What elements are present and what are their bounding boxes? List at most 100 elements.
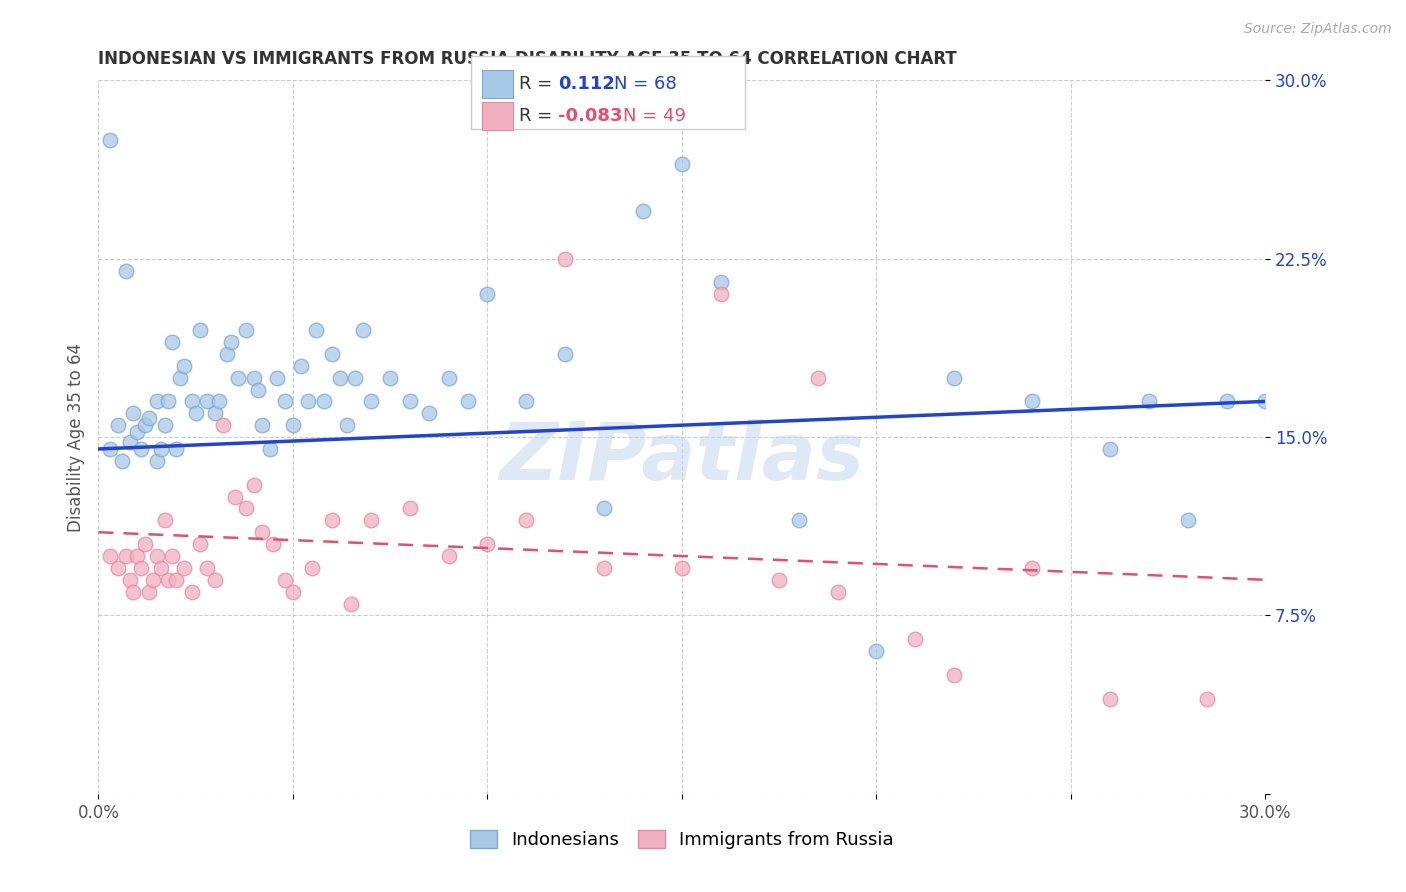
Point xyxy=(281,418,304,433)
Point xyxy=(162,549,184,563)
Point xyxy=(281,584,304,599)
Point xyxy=(710,287,733,301)
Point xyxy=(153,513,176,527)
Point xyxy=(710,276,733,290)
Point xyxy=(162,334,184,349)
Point xyxy=(827,584,849,599)
Point xyxy=(212,418,235,433)
FancyBboxPatch shape xyxy=(482,70,513,98)
Point xyxy=(274,573,297,587)
Point xyxy=(943,370,966,384)
Point xyxy=(671,156,693,170)
Point xyxy=(169,370,191,384)
FancyBboxPatch shape xyxy=(482,102,513,130)
Text: -0.083: -0.083 xyxy=(558,107,623,125)
Point xyxy=(259,442,281,456)
Point xyxy=(290,359,312,373)
Point xyxy=(180,394,202,409)
Point xyxy=(1021,561,1043,575)
Y-axis label: Disability Age 35 to 64: Disability Age 35 to 64 xyxy=(66,343,84,532)
Point xyxy=(142,573,165,587)
FancyBboxPatch shape xyxy=(471,56,745,129)
Point xyxy=(204,406,226,420)
Point xyxy=(149,561,172,575)
Point xyxy=(107,561,129,575)
Point xyxy=(146,549,169,563)
Point xyxy=(631,204,654,219)
Point xyxy=(204,573,226,587)
Point xyxy=(321,513,343,527)
Point xyxy=(195,561,218,575)
Point xyxy=(98,442,121,456)
Point xyxy=(173,561,195,575)
Point xyxy=(554,252,576,266)
Point xyxy=(153,418,176,433)
Point xyxy=(224,490,246,504)
Text: 0.112: 0.112 xyxy=(558,75,614,93)
Point xyxy=(235,323,257,337)
Point xyxy=(219,334,242,349)
Point xyxy=(250,525,273,540)
Point xyxy=(437,370,460,384)
Point xyxy=(305,323,328,337)
Point xyxy=(146,454,169,468)
Point xyxy=(1177,513,1199,527)
Point xyxy=(360,513,382,527)
Point xyxy=(943,668,966,682)
Point xyxy=(865,644,887,658)
Point xyxy=(321,347,343,361)
Point xyxy=(352,323,374,337)
Text: R =: R = xyxy=(519,107,553,125)
Point xyxy=(228,370,250,384)
Point xyxy=(114,263,136,277)
Point xyxy=(380,370,402,384)
Point xyxy=(127,549,149,563)
Legend: Indonesians, Immigrants from Russia: Indonesians, Immigrants from Russia xyxy=(463,822,901,856)
Point xyxy=(129,442,152,456)
Point xyxy=(329,370,352,384)
Point xyxy=(1137,394,1160,409)
Text: N = 49: N = 49 xyxy=(623,107,686,125)
Point xyxy=(118,573,141,587)
Point xyxy=(266,370,288,384)
Point xyxy=(593,501,616,516)
Point xyxy=(157,394,180,409)
Point xyxy=(340,597,363,611)
Point xyxy=(787,513,810,527)
Point xyxy=(807,370,830,384)
Point xyxy=(118,434,141,449)
Point xyxy=(235,501,257,516)
Point xyxy=(243,477,266,491)
Point xyxy=(129,561,152,575)
Point xyxy=(515,513,537,527)
Point xyxy=(297,394,319,409)
Point xyxy=(301,561,323,575)
Point xyxy=(215,347,238,361)
Point xyxy=(173,359,195,373)
Point xyxy=(138,411,160,425)
Point xyxy=(274,394,297,409)
Point xyxy=(250,418,273,433)
Text: R =: R = xyxy=(519,75,553,93)
Point xyxy=(195,394,218,409)
Point xyxy=(1215,394,1237,409)
Point xyxy=(243,370,266,384)
Point xyxy=(165,442,187,456)
Point xyxy=(114,549,136,563)
Point xyxy=(437,549,460,563)
Point xyxy=(98,549,121,563)
Text: INDONESIAN VS IMMIGRANTS FROM RUSSIA DISABILITY AGE 35 TO 64 CORRELATION CHART: INDONESIAN VS IMMIGRANTS FROM RUSSIA DIS… xyxy=(98,50,957,68)
Point xyxy=(188,537,211,551)
Text: ZIPatlas: ZIPatlas xyxy=(499,419,865,498)
Point xyxy=(477,287,499,301)
Point xyxy=(111,454,134,468)
Point xyxy=(477,537,499,551)
Point xyxy=(184,406,207,420)
Point xyxy=(593,561,616,575)
Point xyxy=(246,383,269,397)
Point xyxy=(398,501,420,516)
Point xyxy=(904,632,927,647)
Point xyxy=(127,425,149,440)
Point xyxy=(180,584,202,599)
Point xyxy=(457,394,479,409)
